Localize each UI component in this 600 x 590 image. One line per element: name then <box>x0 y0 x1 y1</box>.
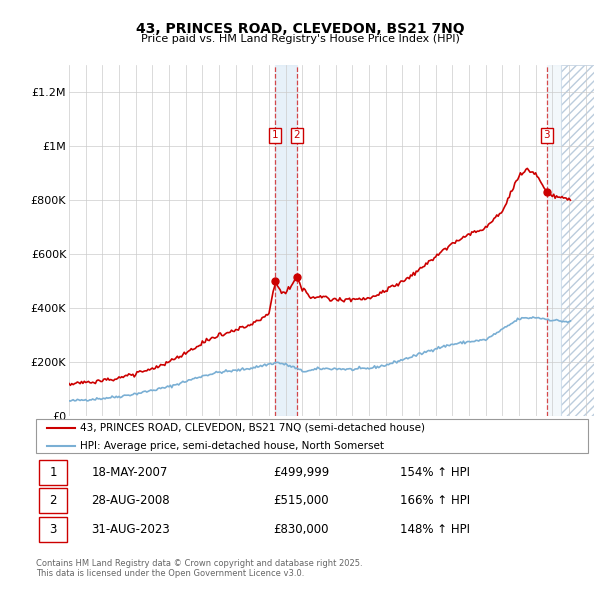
Text: HPI: Average price, semi-detached house, North Somerset: HPI: Average price, semi-detached house,… <box>80 441 384 451</box>
Text: 1: 1 <box>272 130 278 140</box>
Text: 18-MAY-2007: 18-MAY-2007 <box>91 466 167 478</box>
Text: 154% ↑ HPI: 154% ↑ HPI <box>400 466 470 478</box>
Bar <box>547 65 560 416</box>
Text: 166% ↑ HPI: 166% ↑ HPI <box>400 494 470 507</box>
Bar <box>560 65 594 416</box>
Text: 148% ↑ HPI: 148% ↑ HPI <box>400 523 470 536</box>
Bar <box>560 65 594 416</box>
Text: Price paid vs. HM Land Registry's House Price Index (HPI): Price paid vs. HM Land Registry's House … <box>140 34 460 44</box>
Text: 2: 2 <box>293 130 300 140</box>
Text: Contains HM Land Registry data © Crown copyright and database right 2025.: Contains HM Land Registry data © Crown c… <box>36 559 362 568</box>
FancyBboxPatch shape <box>39 489 67 513</box>
Text: £515,000: £515,000 <box>274 494 329 507</box>
Text: £499,999: £499,999 <box>274 466 329 478</box>
Text: This data is licensed under the Open Government Licence v3.0.: This data is licensed under the Open Gov… <box>36 569 304 578</box>
Text: 28-AUG-2008: 28-AUG-2008 <box>91 494 170 507</box>
Text: 2: 2 <box>49 494 57 507</box>
Text: 43, PRINCES ROAD, CLEVEDON, BS21 7NQ (semi-detached house): 43, PRINCES ROAD, CLEVEDON, BS21 7NQ (se… <box>80 423 425 433</box>
FancyBboxPatch shape <box>39 517 67 542</box>
FancyBboxPatch shape <box>39 460 67 485</box>
Text: 3: 3 <box>544 130 550 140</box>
Bar <box>275 65 296 416</box>
Text: 31-AUG-2023: 31-AUG-2023 <box>91 523 170 536</box>
Text: 43, PRINCES ROAD, CLEVEDON, BS21 7NQ: 43, PRINCES ROAD, CLEVEDON, BS21 7NQ <box>136 22 464 37</box>
Text: £830,000: £830,000 <box>274 523 329 536</box>
Text: 3: 3 <box>49 523 57 536</box>
Text: 1: 1 <box>49 466 57 478</box>
FancyBboxPatch shape <box>36 419 588 453</box>
